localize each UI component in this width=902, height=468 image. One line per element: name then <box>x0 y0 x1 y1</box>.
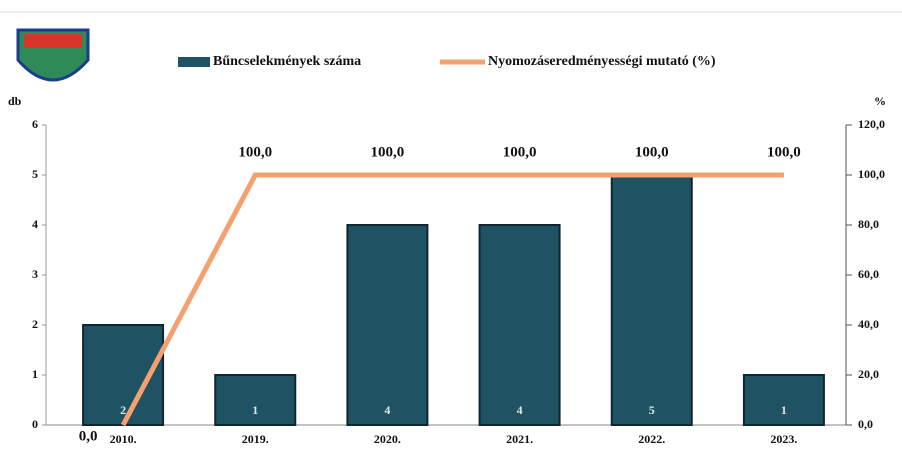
legend-label: Nyomozáseredményességi mutató (%) <box>488 54 716 69</box>
x-tick-label: 2010. <box>110 432 137 446</box>
value-label: 0,0 <box>79 428 98 444</box>
bar <box>347 225 427 425</box>
y2-tick-label: 100,0 <box>858 167 885 181</box>
legend-label: Bűncselekmények száma <box>213 54 361 69</box>
value-label: 100,0 <box>371 144 405 160</box>
x-tick-label: 2021. <box>506 432 533 446</box>
value-label: 100,0 <box>238 144 272 160</box>
y2-tick-label: 40,0 <box>858 317 879 331</box>
bar <box>612 175 692 425</box>
x-tick-label: 2023. <box>770 432 797 446</box>
bar-label: 4 <box>384 403 390 417</box>
y2-tick-label: 80,0 <box>858 217 879 231</box>
bar-label: 2 <box>120 403 126 417</box>
y2-tick-label: 0,0 <box>858 417 873 431</box>
value-label: 100,0 <box>767 144 801 160</box>
y-tick-label: 4 <box>32 217 38 231</box>
legend-swatch <box>178 57 210 67</box>
y-tick-label: 6 <box>32 117 38 131</box>
chart: db % 01234560,020,040,060,080,0100,0120,… <box>0 0 902 468</box>
bar <box>744 375 824 425</box>
bar <box>480 225 560 425</box>
value-label: 100,0 <box>635 144 669 160</box>
bar <box>215 375 295 425</box>
y-axis-label: db <box>8 94 22 108</box>
y2-axis-label: % <box>874 94 886 108</box>
bar-label: 5 <box>649 403 655 417</box>
bar-label: 1 <box>781 403 787 417</box>
x-tick-label: 2019. <box>242 432 269 446</box>
x-tick-label: 2020. <box>374 432 401 446</box>
y-tick-label: 1 <box>32 367 38 381</box>
y-tick-label: 2 <box>32 317 38 331</box>
y-tick-label: 0 <box>32 417 38 431</box>
y2-tick-label: 20,0 <box>858 367 879 381</box>
y2-tick-label: 120,0 <box>858 117 885 131</box>
y-tick-label: 3 <box>32 267 38 281</box>
value-label: 100,0 <box>503 144 537 160</box>
y2-tick-label: 60,0 <box>858 267 879 281</box>
x-tick-label: 2022. <box>638 432 665 446</box>
bar-label: 4 <box>517 403 523 417</box>
y-tick-label: 5 <box>32 167 38 181</box>
bar-label: 1 <box>252 403 258 417</box>
